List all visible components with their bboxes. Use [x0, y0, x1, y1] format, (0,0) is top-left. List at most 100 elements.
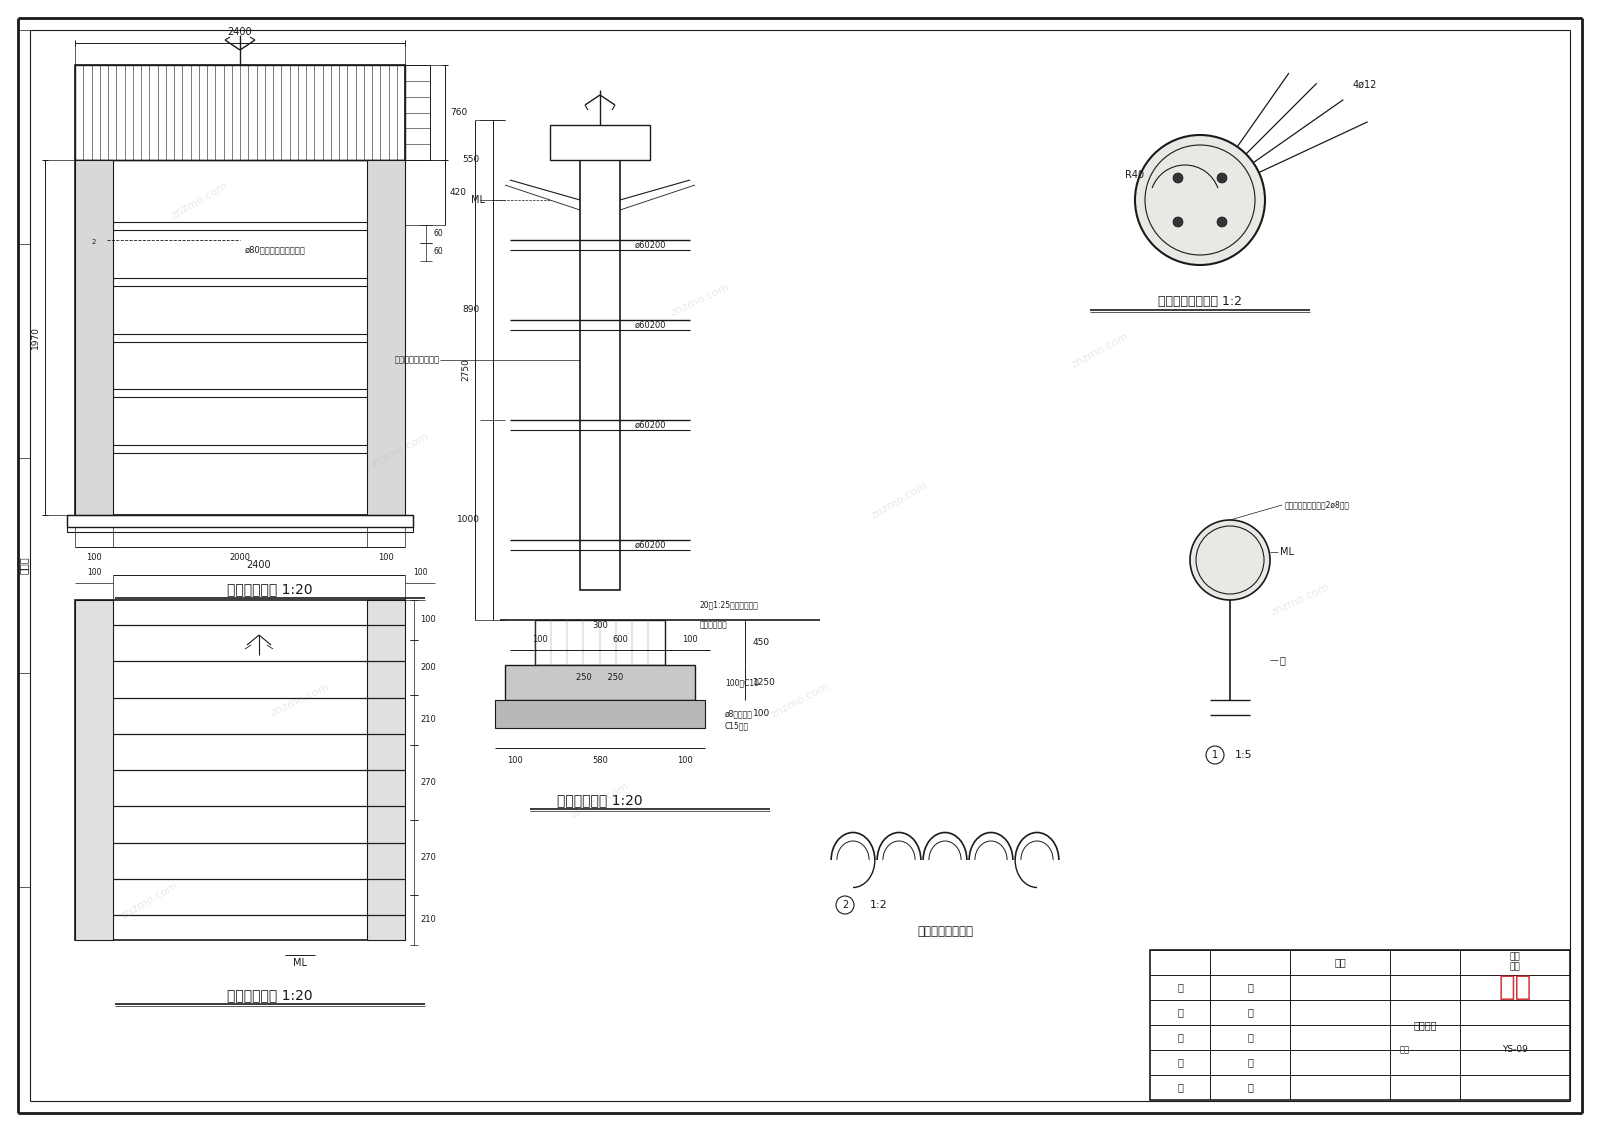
Text: 内容: 内容 [1334, 957, 1346, 967]
Text: 2: 2 [91, 239, 96, 245]
Text: 200: 200 [419, 663, 435, 672]
Text: 1970: 1970 [30, 326, 40, 349]
Bar [506, 665, 694, 700]
Text: 60: 60 [434, 230, 443, 239]
Text: 1:2: 1:2 [870, 900, 888, 910]
Text: 250      250: 250 250 [576, 673, 624, 682]
Text: 计: 计 [1246, 1057, 1253, 1068]
Text: ø60200: ø60200 [635, 241, 667, 250]
Bar [75, 64, 405, 515]
Text: 侧立、剖面图 1:20: 侧立、剖面图 1:20 [557, 793, 643, 808]
Text: ø8双向配筋: ø8双向配筋 [725, 709, 754, 718]
Text: 100: 100 [86, 568, 101, 577]
Text: znzmo.com: znzmo.com [870, 480, 930, 520]
Text: 竹廊柱: 竹廊柱 [19, 556, 29, 573]
Text: 580: 580 [592, 756, 608, 765]
Text: 4ø12: 4ø12 [1354, 80, 1378, 90]
Text: 100: 100 [419, 615, 435, 624]
Text: 图: 图 [1246, 1082, 1253, 1093]
Text: 100: 100 [378, 553, 394, 562]
Circle shape [1173, 217, 1182, 227]
Bar [366, 601, 405, 940]
Text: 100: 100 [682, 636, 698, 645]
Text: znzmo.com: znzmo.com [669, 282, 731, 318]
Text: znzmo.com: znzmo.com [570, 780, 630, 819]
Text: 210: 210 [419, 716, 435, 725]
Text: 松中预埋上端车丝扣2ø8钢筋: 松中预埋上端车丝扣2ø8钢筋 [1285, 501, 1350, 509]
Bar [75, 601, 405, 940]
Text: 2: 2 [842, 900, 848, 910]
Text: znzmo.com: znzmo.com [1269, 582, 1331, 618]
Text: YS-09: YS-09 [1502, 1045, 1528, 1054]
Text: 建设
单位: 建设 单位 [1510, 952, 1520, 972]
Text: znzmo.com: znzmo.com [770, 681, 830, 719]
Text: 210: 210 [419, 915, 435, 924]
Text: znzmo.com: znzmo.com [120, 880, 181, 921]
Text: 批: 批 [1178, 983, 1182, 993]
Text: ø80混凝土柱，外包竹片: ø80混凝土柱，外包竹片 [245, 245, 306, 254]
Text: 1250: 1250 [754, 677, 776, 687]
Text: 890: 890 [462, 305, 480, 314]
Bar [494, 700, 706, 728]
Text: ø60200: ø60200 [635, 320, 667, 329]
Text: 2000: 2000 [229, 553, 251, 562]
Text: 100厚C10: 100厚C10 [725, 679, 758, 688]
Circle shape [1190, 520, 1270, 601]
Text: ML: ML [470, 195, 485, 205]
Text: 270: 270 [419, 778, 435, 787]
Text: 描: 描 [1178, 1082, 1182, 1093]
Text: ø60200: ø60200 [635, 541, 667, 550]
Circle shape [1218, 173, 1227, 183]
Text: R40: R40 [1125, 170, 1144, 180]
Bar [405, 64, 430, 159]
Text: 100: 100 [677, 756, 693, 765]
Text: 对: 对 [1246, 1033, 1253, 1043]
Text: 柱: 柱 [1280, 655, 1286, 665]
Text: 100: 100 [86, 553, 102, 562]
Text: 450: 450 [754, 638, 770, 647]
Text: znzmo.com: znzmo.com [1069, 330, 1131, 370]
Text: 平面、剖面图 1:20: 平面、剖面图 1:20 [227, 988, 314, 1002]
Text: 混凝土柱，外包竹片: 混凝土柱，外包竹片 [395, 355, 440, 364]
Text: 1000: 1000 [458, 516, 480, 525]
Bar [75, 601, 405, 940]
Text: 20厚1:25水泥砂浆抹光: 20厚1:25水泥砂浆抹光 [701, 601, 758, 610]
Text: 准: 准 [1246, 983, 1253, 993]
Circle shape [1218, 217, 1227, 227]
Text: znzmo.com: znzmo.com [269, 682, 331, 718]
Text: 校: 校 [1178, 1033, 1182, 1043]
Text: 600: 600 [613, 636, 627, 645]
Bar [75, 64, 405, 515]
Bar [75, 159, 114, 515]
Text: 100: 100 [533, 636, 547, 645]
Bar [67, 515, 413, 527]
Circle shape [1134, 135, 1266, 265]
Text: 420: 420 [450, 188, 467, 197]
Bar [1150, 950, 1570, 1100]
Text: 270: 270 [419, 853, 435, 862]
Text: ø60200: ø60200 [635, 421, 667, 430]
Bar [579, 159, 621, 590]
Text: 60: 60 [434, 248, 443, 257]
Text: 审: 审 [1178, 1008, 1182, 1018]
Text: 300: 300 [592, 621, 608, 630]
Circle shape [1173, 173, 1182, 183]
Text: 550: 550 [462, 155, 480, 164]
Bar [550, 126, 650, 159]
Text: 100: 100 [507, 756, 523, 765]
Text: ML: ML [1280, 547, 1294, 556]
Text: 100: 100 [413, 568, 427, 577]
Text: znzmo.com: znzmo.com [370, 431, 430, 469]
Text: ML: ML [293, 958, 307, 968]
Text: 图号: 图号 [1400, 1045, 1410, 1054]
Text: 760: 760 [450, 107, 467, 116]
Text: 2750: 2750 [461, 359, 470, 381]
Bar [67, 515, 413, 532]
Bar [75, 64, 405, 159]
Text: 核: 核 [1246, 1008, 1253, 1018]
Text: 2400: 2400 [246, 560, 272, 570]
Text: C15垫层: C15垫层 [725, 722, 749, 731]
Text: 地面做法另详: 地面做法另详 [701, 621, 728, 630]
Bar [366, 159, 405, 515]
Text: 2400: 2400 [227, 27, 253, 37]
